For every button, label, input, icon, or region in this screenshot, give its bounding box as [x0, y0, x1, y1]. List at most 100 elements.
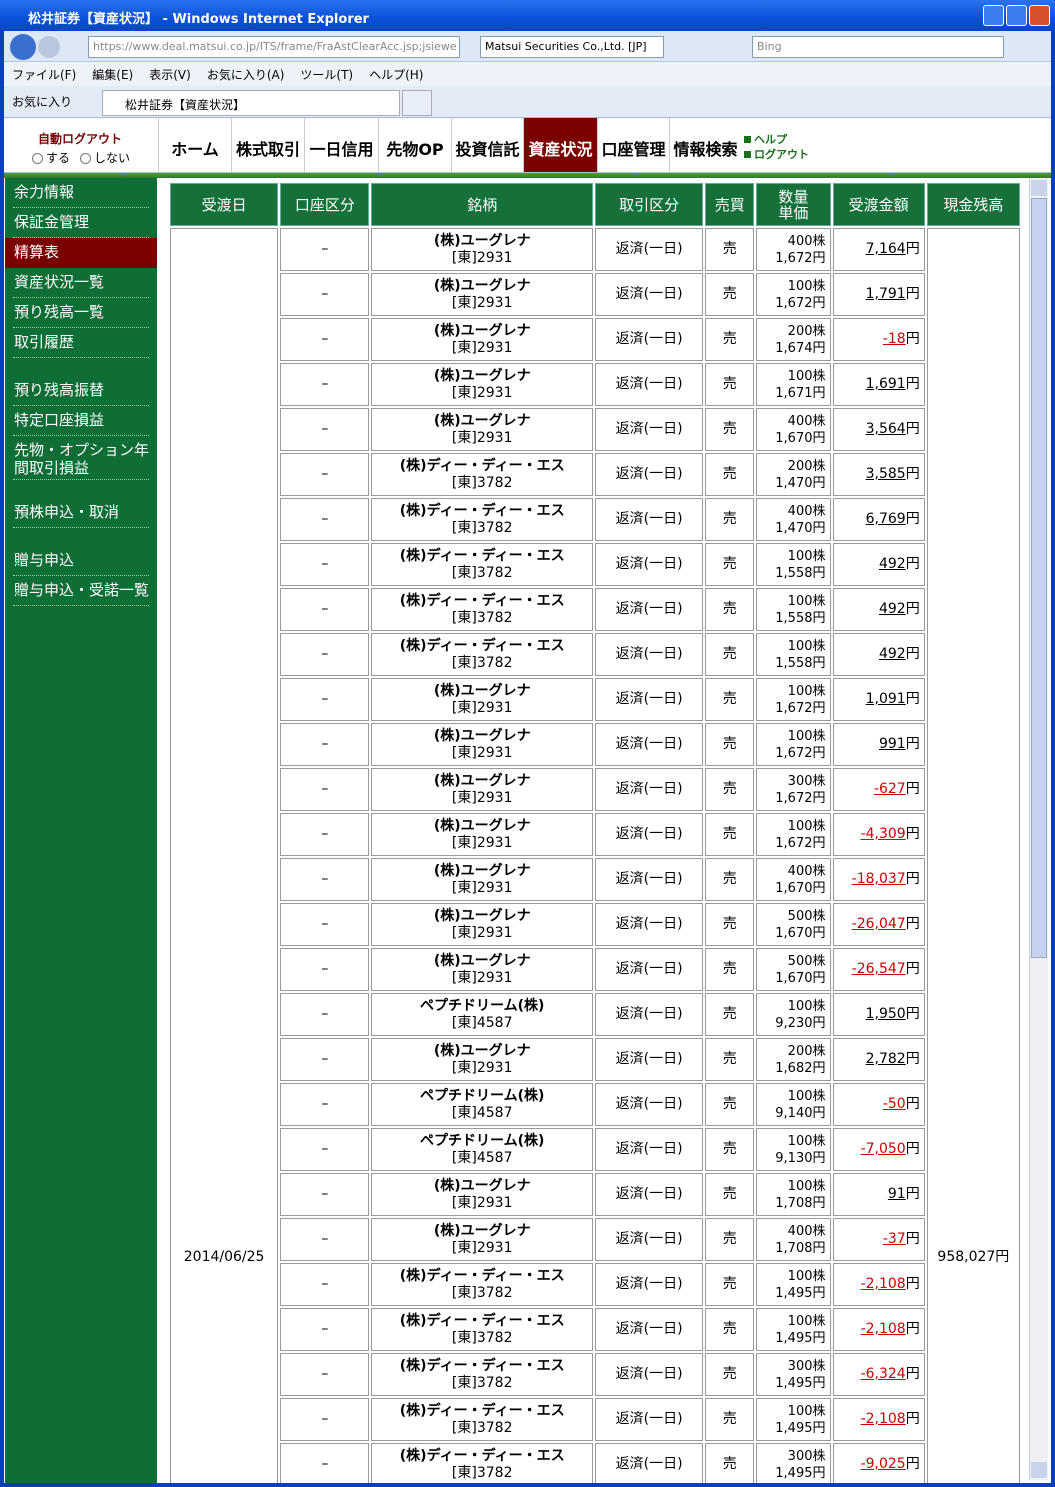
- amount-value[interactable]: -4,309: [860, 826, 906, 842]
- amount-value[interactable]: -2,108: [860, 1321, 906, 1337]
- security-name: (株)ディー・ディー・エス: [399, 1402, 565, 1419]
- help-link[interactable]: ヘルプ: [754, 133, 787, 146]
- price: 9,140円: [775, 1105, 826, 1121]
- minimize-button[interactable]: [983, 5, 1004, 26]
- amount-value[interactable]: -7,050: [860, 1141, 906, 1157]
- side: 売: [705, 1128, 755, 1171]
- help-link[interactable]: ログアウト: [754, 148, 809, 161]
- amount-value[interactable]: 2,782: [865, 1051, 906, 1067]
- sidebar-item[interactable]: 余力情報: [13, 178, 149, 208]
- sidebar-item[interactable]: 資産状況一覧: [13, 268, 149, 298]
- amount-value[interactable]: 1,950: [865, 1006, 906, 1022]
- amount-value[interactable]: -9,025: [860, 1456, 906, 1472]
- amount-value[interactable]: 1,791: [865, 286, 906, 302]
- nav-item[interactable]: 一日信用: [304, 118, 378, 172]
- amount-value[interactable]: 492: [878, 556, 906, 572]
- amount-value[interactable]: -37: [882, 1231, 906, 1247]
- nav-item[interactable]: 口座管理: [597, 118, 669, 172]
- radio[interactable]: [80, 153, 92, 164]
- table-row: – ペプチドリーム(株) [東]4587 返済(一日) 売 100株 9,140円 -50円: [170, 1083, 1020, 1126]
- security-name: (株)ディー・ディー・エス: [399, 1312, 565, 1329]
- scroll-thumb[interactable]: [1031, 198, 1047, 958]
- menu-item[interactable]: 表示(V): [149, 68, 191, 82]
- amount-value[interactable]: -50: [882, 1096, 906, 1112]
- price: 1,670円: [775, 880, 826, 896]
- security-code: [東]2931: [451, 384, 513, 401]
- sidebar-item[interactable]: 特定口座損益: [13, 406, 149, 436]
- maximize-button[interactable]: [1006, 5, 1027, 26]
- menu-item[interactable]: ファイル(F): [12, 68, 77, 82]
- amount-value[interactable]: 3,585: [865, 466, 906, 482]
- amount-value[interactable]: -2,108: [860, 1276, 906, 1292]
- amount-value[interactable]: -18,037: [851, 871, 906, 887]
- amount-unit: 円: [905, 1051, 920, 1067]
- side: 売: [705, 993, 755, 1036]
- menu-item[interactable]: 編集(E): [92, 68, 134, 82]
- amount-value[interactable]: 492: [878, 646, 906, 662]
- trade-type: 返済(一日): [594, 228, 704, 271]
- sidebar-item[interactable]: 保証金管理: [13, 208, 149, 238]
- amount-value[interactable]: -627: [873, 781, 906, 797]
- amount-value[interactable]: -26,047: [851, 916, 906, 932]
- favorites-button[interactable]: お気に入り: [12, 95, 73, 109]
- scroll-up[interactable]: [1031, 180, 1047, 196]
- menu-item[interactable]: ヘルプ(H): [369, 68, 424, 82]
- sidebar-item[interactable]: 贈与申込: [13, 546, 149, 576]
- scrollbar[interactable]: [1029, 178, 1048, 1480]
- amount-value[interactable]: 91: [887, 1186, 906, 1202]
- price: 1,495円: [775, 1330, 826, 1346]
- amount-value[interactable]: 991: [878, 736, 906, 752]
- table-row: – (株)ユーグレナ [東]2931 返済(一日) 売 100株 1,672円 1,091円: [170, 678, 1020, 721]
- side: 売: [705, 1218, 755, 1261]
- sidebar-item[interactable]: 預り残高一覧: [13, 298, 149, 328]
- sidebar-item[interactable]: 取引履歴: [13, 328, 149, 358]
- sidebar-item[interactable]: 精算表: [5, 238, 157, 268]
- trade-type: 返済(一日): [594, 1038, 704, 1081]
- close-button[interactable]: [1029, 5, 1050, 26]
- amount-value[interactable]: -6,324: [860, 1366, 906, 1382]
- menu-item[interactable]: お気に入り(A): [206, 68, 285, 82]
- nav-item[interactable]: 情報検索: [669, 118, 741, 172]
- amount-value[interactable]: 7,164: [865, 241, 906, 257]
- amount-value[interactable]: -2,108: [860, 1411, 906, 1427]
- price: 1,670円: [775, 925, 826, 941]
- radio[interactable]: [32, 153, 43, 164]
- amount-value[interactable]: 6,769: [865, 511, 906, 527]
- amount: 3,564円: [832, 408, 925, 451]
- search-box[interactable]: Bing: [752, 36, 1004, 58]
- amount-value[interactable]: 1,091: [865, 691, 906, 707]
- menu-item[interactable]: ツール(T): [300, 68, 354, 82]
- scroll-down[interactable]: [1031, 1462, 1047, 1478]
- security-label[interactable]: Matsui Securities Co.,Ltd. [JP]: [480, 36, 664, 58]
- amount-value[interactable]: 3,564: [865, 421, 906, 437]
- sidebar-item[interactable]: 預株申込・取消: [13, 498, 149, 528]
- amount-value[interactable]: -26,547: [851, 961, 906, 977]
- table-row: – (株)ユーグレナ [東]2931 返済(一日) 売 100株 1,672円 1,791円: [170, 273, 1020, 316]
- amount-unit: 円: [905, 871, 920, 887]
- amount-value[interactable]: 1,691: [865, 376, 906, 392]
- amount-value[interactable]: -18: [882, 331, 906, 347]
- account-type: –: [280, 363, 370, 406]
- nav-item[interactable]: 投資信託: [451, 118, 523, 172]
- forward-button[interactable]: [38, 36, 60, 58]
- back-button[interactable]: [10, 34, 36, 60]
- nav-item[interactable]: 株式取引: [231, 118, 304, 172]
- amount-unit: 円: [905, 466, 920, 482]
- url-field[interactable]: https://www.deal.matsui.co.jp/ITS/frame/…: [88, 36, 460, 58]
- new-tab[interactable]: [402, 90, 432, 116]
- auto-logout-label: 自動ログアウト: [38, 132, 123, 146]
- sidebar-item[interactable]: 預り残高振替: [13, 376, 149, 406]
- sidebar-item[interactable]: 先物・オプション年間取引損益: [13, 436, 149, 480]
- amount-value[interactable]: 492: [878, 601, 906, 617]
- column-header: 現金残高: [926, 183, 1020, 226]
- amount-unit: 円: [905, 421, 920, 437]
- price: 1,672円: [775, 250, 826, 266]
- sidebar-item[interactable]: 贈与申込・受諾一覧: [13, 576, 149, 606]
- tab[interactable]: 松井証券【資産状況】: [102, 90, 400, 116]
- nav-item[interactable]: 資産状況: [523, 118, 597, 172]
- security-code: [東]3782: [451, 609, 513, 626]
- quantity-price: 200株 1,682円: [756, 1038, 831, 1081]
- nav-item[interactable]: 先物OP: [378, 118, 451, 172]
- nav-item[interactable]: ホーム: [158, 118, 231, 172]
- table-container: 受渡日 口座区分 銘柄 取引区分 売買 数量 単価 受渡金額 現金残高 2014/06/25–(…: [169, 181, 1021, 1483]
